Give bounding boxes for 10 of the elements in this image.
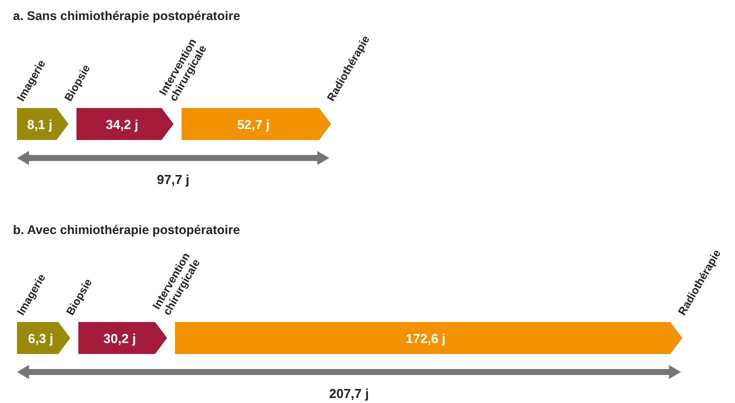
- data-label: 52,7 j: [237, 117, 270, 132]
- text: 97,7 j: [156, 172, 190, 187]
- data-label: 6,3 j: [28, 331, 54, 346]
- data-label: 8,1 j: [27, 117, 52, 132]
- data-label: 34,2 j: [106, 117, 138, 132]
- text: b. Avec chimiothérapie postopératoire: [13, 223, 240, 237]
- data-label: 172,6 j: [406, 331, 446, 346]
- text: a. Sans chimiothérapie postopératoire: [13, 9, 240, 23]
- text: 207,7 j: [329, 386, 369, 401]
- data-label: 30,2 j: [103, 331, 136, 346]
